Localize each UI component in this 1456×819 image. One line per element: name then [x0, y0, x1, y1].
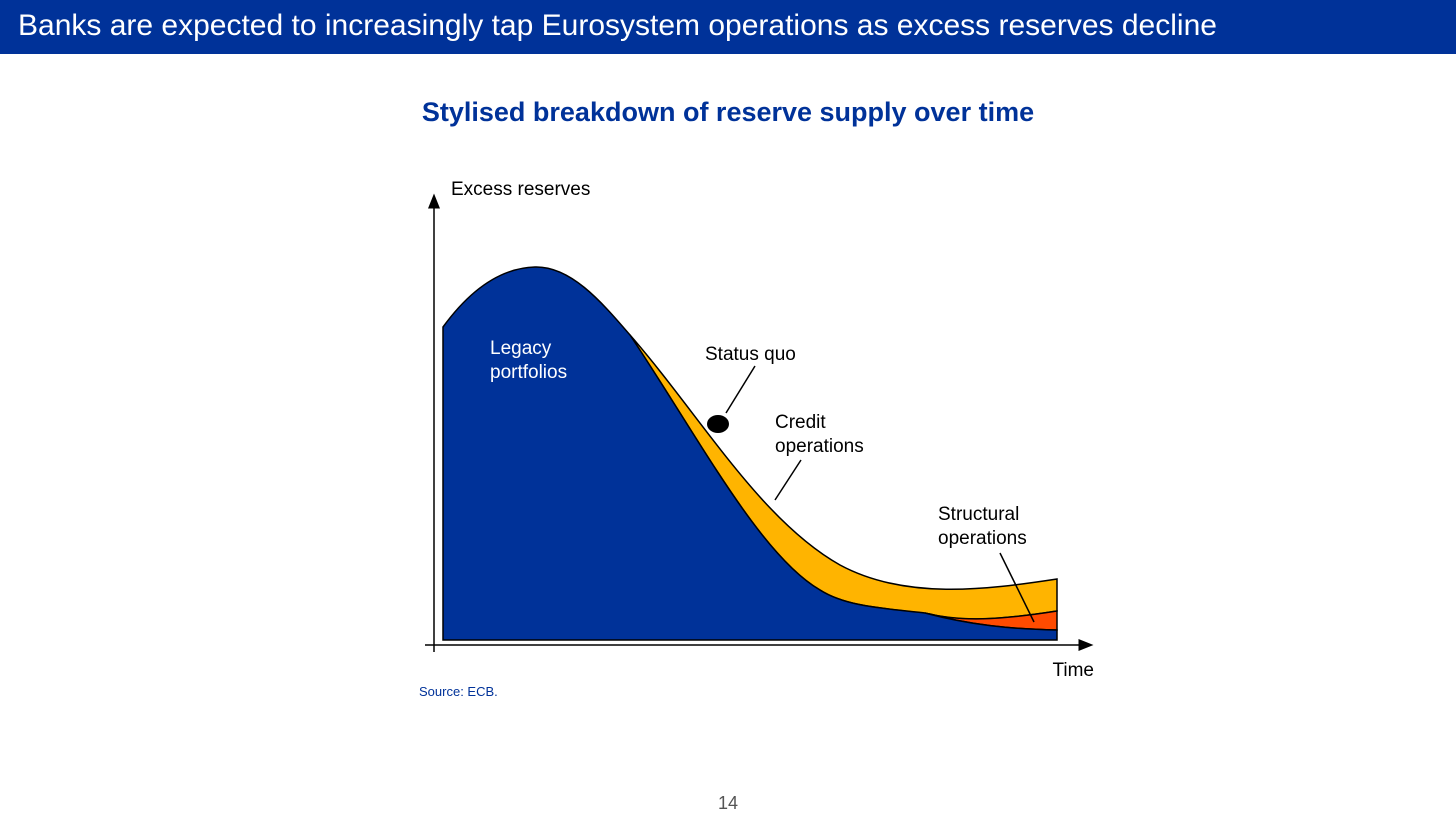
legacy-portfolios-label-line2: portfolios — [490, 362, 567, 383]
slide-title: Banks are expected to increasingly tap E… — [18, 9, 1217, 42]
header-bar: Banks are expected to increasingly tap E… — [0, 0, 1456, 54]
legacy-portfolios-label-line1: Legacy — [490, 338, 552, 359]
credit-operations-pointer — [774, 459, 802, 501]
y-axis-label: Excess reserves — [451, 179, 590, 200]
status-quo-label: Status quo — [705, 344, 796, 365]
legacy-portfolios-area — [442, 266, 1058, 641]
status-quo-marker — [707, 415, 729, 433]
credit-operations-label-line2: operations — [775, 436, 864, 457]
credit-operations-label-line1: Credit — [775, 412, 826, 433]
chart-title: Stylised breakdown of reserve supply ove… — [421, 97, 1035, 127]
structural-operations-label-line2: operations — [938, 528, 1027, 549]
structural-operations-pointer — [999, 552, 1035, 623]
page-number: 14 — [717, 793, 739, 813]
source-note: Source: ECB. — [419, 684, 498, 699]
x-axis-label: Time — [1052, 660, 1094, 681]
status-quo-pointer — [725, 365, 756, 414]
structural-operations-label-line1: Structural — [938, 504, 1019, 525]
